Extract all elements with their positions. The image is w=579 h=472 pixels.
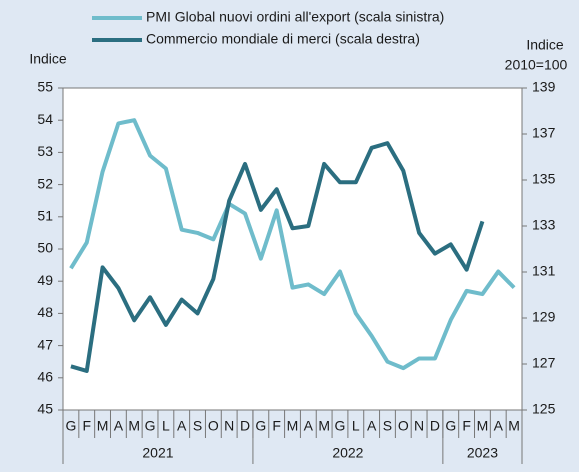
x-tick-label: A bbox=[304, 418, 314, 434]
x-tick-label: A bbox=[494, 418, 504, 434]
y2-tick-label: 135 bbox=[532, 171, 556, 187]
x-tick-label: S bbox=[193, 418, 202, 434]
y-tick-label: 52 bbox=[37, 175, 53, 191]
y-tick-label: 55 bbox=[37, 79, 53, 95]
y-tick-label: 47 bbox=[37, 336, 53, 352]
year-label: 2021 bbox=[142, 445, 173, 461]
x-tick-label: F bbox=[462, 418, 471, 434]
series-line bbox=[70, 141, 485, 373]
x-tick-label: M bbox=[97, 418, 109, 434]
y2-tick-label: 133 bbox=[532, 217, 556, 233]
x-tick-label: G bbox=[145, 418, 156, 434]
y-tick-label: 46 bbox=[37, 369, 53, 385]
x-tick-label: F bbox=[272, 418, 281, 434]
y-tick-label: 53 bbox=[37, 143, 53, 159]
year-label: 2022 bbox=[332, 445, 363, 461]
x-tick-label: A bbox=[367, 418, 377, 434]
y2-tick-label: 127 bbox=[532, 355, 556, 371]
x-tick-label: S bbox=[383, 418, 392, 434]
x-tick-label: M bbox=[128, 418, 140, 434]
x-tick-label: D bbox=[430, 418, 440, 434]
y-tick-label: 49 bbox=[37, 272, 53, 288]
y2-tick-label: 131 bbox=[532, 263, 556, 279]
x-tick-label: N bbox=[414, 418, 424, 434]
x-tick-label: A bbox=[114, 418, 124, 434]
y2-axis-title: 2010=100 bbox=[505, 57, 568, 73]
x-tick-label: F bbox=[82, 418, 91, 434]
x-tick-label: O bbox=[208, 418, 219, 434]
y-tick-label: 45 bbox=[37, 401, 53, 417]
x-tick-label: G bbox=[335, 418, 346, 434]
year-label: 2023 bbox=[467, 445, 498, 461]
y-tick-label: 51 bbox=[37, 208, 53, 224]
x-tick-label: N bbox=[224, 418, 234, 434]
y2-tick-label: 125 bbox=[532, 401, 556, 417]
x-tick-label: D bbox=[240, 418, 250, 434]
x-tick-label: M bbox=[477, 418, 489, 434]
x-tick-label: M bbox=[508, 418, 520, 434]
y-tick-label: 50 bbox=[37, 240, 53, 256]
y-tick-label: 48 bbox=[37, 304, 53, 320]
y2-tick-label: 137 bbox=[532, 125, 556, 141]
y2-tick-label: 139 bbox=[532, 79, 556, 95]
series-line bbox=[69, 118, 516, 371]
x-tick-label: A bbox=[177, 418, 187, 434]
x-tick-label: G bbox=[255, 418, 266, 434]
legend-label: Commercio mondiale di merci (scala destr… bbox=[146, 31, 420, 47]
x-tick-label: G bbox=[445, 418, 456, 434]
x-tick-label: G bbox=[65, 418, 76, 434]
legend-label: PMI Global nuovi ordini all'export (scal… bbox=[146, 9, 444, 25]
x-tick-label: M bbox=[287, 418, 299, 434]
y-axis-title: Indice bbox=[29, 51, 67, 67]
x-tick-label: M bbox=[318, 418, 330, 434]
y-tick-label: 54 bbox=[37, 111, 53, 127]
x-tick-label: O bbox=[398, 418, 409, 434]
y2-tick-label: 129 bbox=[532, 309, 556, 325]
y2-axis-title: Indice bbox=[526, 37, 564, 53]
x-tick-label: L bbox=[352, 418, 360, 434]
x-tick-label: L bbox=[162, 418, 170, 434]
